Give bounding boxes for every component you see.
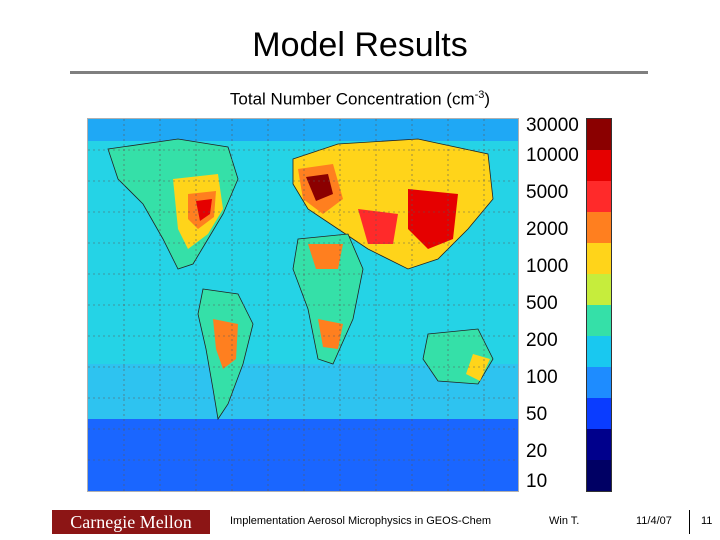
- arctic-band: [88, 119, 518, 141]
- na-high-region: [196, 199, 212, 221]
- footer-author: Win T.: [549, 515, 580, 527]
- colorbar-swatch: [587, 212, 611, 243]
- title-underline: [70, 71, 648, 74]
- carnegie-mellon-logo: Carnegie Mellon: [52, 510, 210, 534]
- colorbar-tick-label: 30000: [526, 115, 579, 136]
- map-graticule: [88, 119, 518, 491]
- footer-page-number: 11: [701, 515, 713, 527]
- world-map-graphic: [88, 119, 518, 491]
- colorbar-tick-label: 200: [526, 330, 558, 351]
- slide-title: Model Results: [252, 26, 468, 64]
- colorbar-swatch: [587, 181, 611, 212]
- subtitle-text: Total Number Concentration (cm: [229, 89, 475, 109]
- colorbar: [586, 118, 612, 492]
- africa-north-region: [308, 244, 343, 269]
- footer-divider: [689, 510, 690, 534]
- colorbar-swatch: [587, 398, 611, 429]
- colorbar-tick-label: 5000: [526, 182, 569, 203]
- colorbar-tick-label: 50: [526, 404, 548, 425]
- colorbar-tick-label: 2000: [526, 219, 569, 240]
- colorbar-tick-label: 20: [526, 441, 548, 462]
- colorbar-swatch: [587, 429, 611, 460]
- colorbar-tick-label: 10000: [526, 145, 579, 166]
- colorbar-swatch: [587, 274, 611, 305]
- colorbar-swatch: [587, 243, 611, 274]
- footer-date: 11/4/07: [636, 515, 672, 527]
- subtitle-close: ): [484, 89, 491, 109]
- south-asia-region: [358, 209, 398, 244]
- colorbar-swatch: [587, 150, 611, 181]
- colorbar-swatch: [587, 336, 611, 367]
- east-asia-region: [408, 189, 458, 249]
- europe-max-region: [306, 174, 333, 201]
- map-subtitle: Total Number Concentration (cm-3): [0, 89, 720, 110]
- africa: [292, 233, 364, 365]
- colorbar-tick-label: 100: [526, 367, 558, 388]
- sa-burning-region: [213, 319, 238, 369]
- subtitle-superscript: -3: [474, 89, 485, 101]
- colorbar-tick-label: 1000: [526, 256, 569, 277]
- colorbar-tick-label: 10: [526, 471, 548, 492]
- antarctic-ocean-band: [88, 419, 518, 491]
- colorbar-swatch: [587, 367, 611, 398]
- concentration-map: [87, 118, 519, 492]
- africa-south-region: [318, 319, 343, 349]
- colorbar-swatch: [587, 460, 611, 491]
- footer-description: Implementation Aerosol Microphysics in G…: [230, 515, 492, 527]
- slide-footer: Carnegie Mellon Implementation Aerosol M…: [52, 510, 716, 534]
- colorbar-swatch: [587, 119, 611, 150]
- north-america: [107, 138, 239, 270]
- colorbar-swatch: [587, 305, 611, 336]
- colorbar-tick-label: 500: [526, 293, 558, 314]
